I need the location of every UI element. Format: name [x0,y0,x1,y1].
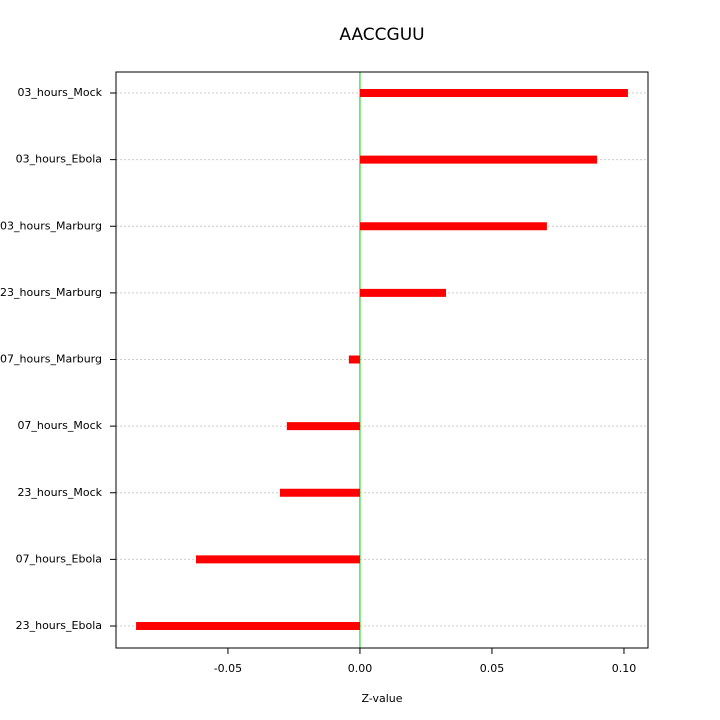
y-tick-label: 03_hours_Marburg [0,219,102,232]
bar [136,622,360,630]
x-tick-label: 0.05 [480,662,505,675]
chart-title: AACCGUU [339,25,424,45]
y-tick-label: 23_hours_Marburg [0,286,102,299]
y-tick-label: 23_hours_Ebola [16,619,102,632]
bar [359,155,598,164]
y-tick-label: 07_hours_Marburg [0,353,102,366]
x-tick-label: -0.05 [214,662,242,675]
y-tick-label: 23_hours_Mock [17,486,102,499]
bar [286,422,360,431]
bar [348,355,360,364]
x-tick-label: 0.00 [348,662,373,675]
y-tick-label: 03_hours_Ebola [16,153,102,166]
bar [359,222,547,231]
y-tick-label: 07_hours_Mock [17,419,102,432]
x-tick-label: 0.10 [612,662,637,675]
bar [279,488,360,497]
bar [359,288,447,297]
y-tick-label: 03_hours_Mock [17,86,102,99]
y-tick-label: 07_hours_Ebola [16,552,102,565]
bar [359,89,628,97]
bar [195,555,360,564]
plot-frame [115,71,649,649]
x-axis-label: Z-value [361,692,402,705]
